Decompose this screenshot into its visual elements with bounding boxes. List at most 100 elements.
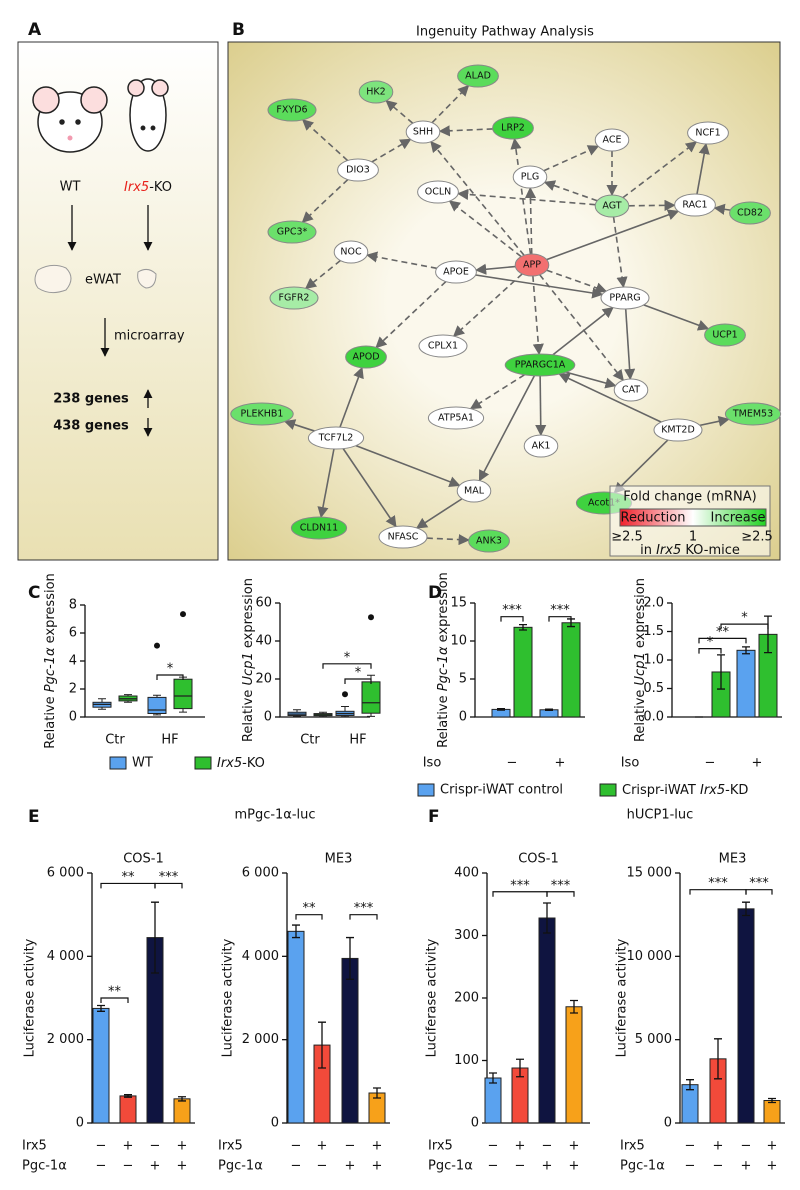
mouse-wt	[32, 86, 108, 153]
gene-node	[512, 165, 548, 189]
significance-bracket	[548, 616, 572, 622]
x-tick-label: +	[741, 1159, 752, 1174]
x-tick-label: +	[515, 1139, 526, 1154]
y-tick-label: 4 000	[47, 949, 84, 964]
y-tick-label: 4	[69, 654, 77, 669]
gene-node	[290, 516, 348, 540]
y-tick-label: 6 000	[47, 866, 84, 881]
edge	[301, 119, 349, 162]
y-tick-label: 10	[450, 634, 467, 649]
text-part: Irx5	[124, 180, 149, 195]
gene-node	[418, 334, 468, 358]
row-label: Pgc-1α	[620, 1159, 665, 1174]
y-axis-label: Relative Ucp1 expression	[241, 578, 256, 742]
x-tick-label: HF	[349, 733, 366, 748]
text-part: expression	[241, 578, 256, 652]
x-tick-label: −	[488, 1139, 499, 1154]
gene-node	[674, 193, 716, 217]
gene-node	[405, 120, 441, 144]
error-bar	[318, 1021, 326, 1069]
chart-subtitle: ME3	[719, 852, 747, 867]
bar	[681, 1084, 699, 1124]
x-tick-label: +	[177, 1139, 188, 1154]
edges	[283, 84, 731, 546]
y-tick-label: 40	[255, 634, 272, 649]
error-bar	[124, 1094, 132, 1098]
edge	[475, 274, 604, 299]
significance-label: ***	[749, 876, 769, 891]
error-bar	[292, 924, 300, 939]
y-tick-label: 0	[664, 1116, 672, 1131]
gene-node	[457, 64, 499, 88]
panel-label: C	[28, 583, 40, 603]
significance-bracket	[295, 914, 323, 920]
edge	[301, 178, 349, 223]
significance-bracket	[698, 637, 747, 644]
error-bar	[373, 1087, 381, 1099]
box	[361, 681, 381, 714]
x-tick-label: −	[705, 756, 716, 771]
gene-node	[427, 406, 485, 430]
y-tick-label: 100	[454, 1053, 479, 1068]
error-bar	[346, 936, 354, 980]
panel-label: A	[28, 20, 42, 40]
edge	[535, 375, 547, 437]
legend-label: Crispr-iWAT control	[440, 783, 563, 798]
y-tick-label: 0	[459, 710, 467, 725]
x-tick-label: +	[767, 1159, 778, 1174]
y-tick-label: 2.0	[643, 596, 664, 611]
bar	[565, 1006, 583, 1124]
text-part: -KO	[149, 180, 172, 195]
bar	[484, 1077, 502, 1124]
x-tick-label: −	[542, 1139, 553, 1154]
legend-swatch	[109, 756, 127, 770]
significance-bracket	[154, 882, 183, 889]
y-tick-label: 2	[69, 682, 77, 697]
x-tick-label: +	[752, 756, 763, 771]
legend-swatch	[599, 783, 617, 797]
chart-subtitle: ME3	[325, 852, 353, 867]
error-bar	[545, 708, 553, 712]
edge	[283, 419, 315, 432]
row-label: Irx5	[22, 1139, 47, 1154]
significance-label: **	[108, 985, 122, 1000]
legend-swatch	[417, 783, 435, 797]
gene-node	[358, 80, 394, 104]
gene-label: ATP5A1	[438, 413, 474, 424]
edge	[546, 209, 680, 261]
significance-bracket	[344, 678, 372, 684]
box	[173, 678, 193, 710]
box	[147, 696, 167, 715]
legend-tick: ≥2.5	[741, 530, 773, 545]
legend-label: Crispr-iWAT Irx5-KD	[622, 783, 748, 798]
bar	[561, 622, 581, 718]
gene-label: PLEKHB1	[241, 409, 284, 420]
edge	[469, 374, 525, 410]
y-tick-label: 200	[454, 991, 479, 1006]
panel-label: F	[428, 807, 440, 827]
text-part: expression	[43, 573, 58, 647]
gene-label: APP	[523, 260, 541, 271]
x-tick-label: HF	[161, 733, 178, 748]
down-genes: 438 genes	[53, 419, 129, 434]
gene-label: PPARG	[609, 293, 640, 304]
significance-label: **	[303, 901, 317, 916]
x-tick-label: −	[515, 1159, 526, 1174]
gene-node	[468, 529, 510, 553]
x-tick-label: −	[741, 1139, 752, 1154]
gene-label: CAT	[622, 385, 640, 396]
outlier	[368, 614, 374, 621]
x-tick-label: −	[488, 1159, 499, 1174]
edge	[355, 444, 461, 488]
chart-subtitle: COS-1	[123, 852, 164, 867]
text-part: -KO	[242, 756, 265, 771]
y-axis-label: Luciferase activity	[23, 938, 38, 1057]
bar	[119, 1095, 137, 1124]
edge	[474, 263, 516, 275]
edge	[532, 275, 544, 356]
x-tick-label: +	[345, 1159, 356, 1174]
gene-label: AGT	[602, 201, 621, 212]
edge	[385, 99, 414, 124]
edge	[624, 308, 636, 381]
